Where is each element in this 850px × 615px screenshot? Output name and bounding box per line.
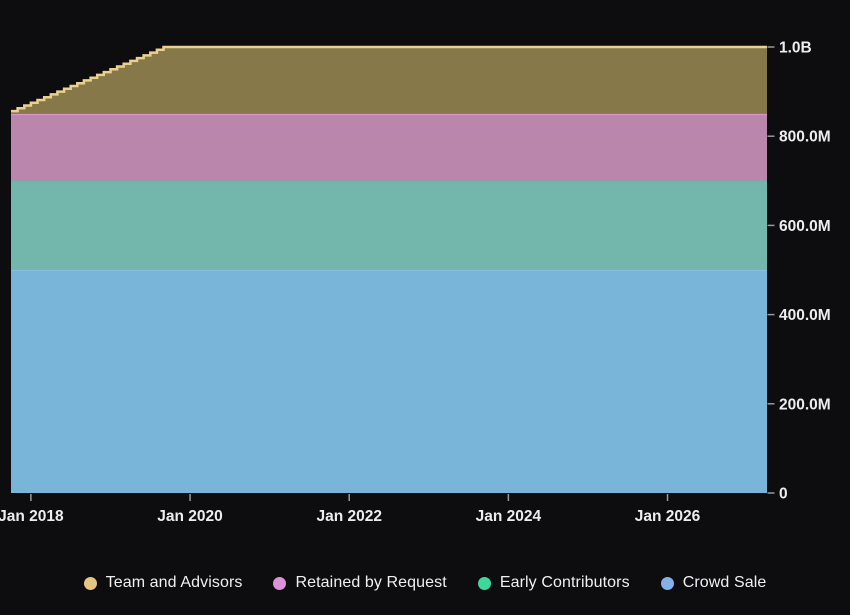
legend-label: Crowd Sale (682, 574, 767, 591)
legend-item-early-contributors[interactable]: Early Contributors (477, 574, 630, 592)
x-tick-label: Jan 2018 (0, 508, 64, 525)
y-tick-label: 600.0M (779, 218, 831, 235)
x-tick-label: Jan 2026 (635, 508, 701, 525)
area-team-and-advisors[interactable] (11, 45, 767, 114)
legend-label: Early Contributors (499, 574, 630, 591)
x-tick-label: Jan 2020 (157, 508, 223, 525)
y-axis: 0 200.0M 400.0M 600.0M 800.0M 1.0B (767, 40, 831, 503)
area-crowd-sale[interactable] (11, 269, 767, 493)
legend-marker-icon (477, 576, 491, 590)
legend-item-crowd-sale[interactable]: Crowd Sale (660, 574, 767, 592)
area-early-contributors[interactable] (11, 179, 767, 270)
y-tick-label: 0 (779, 486, 788, 503)
chart-legend: Team and Advisors Retained by Request Earl… (0, 569, 850, 597)
y-tick-label: 800.0M (779, 129, 831, 146)
y-tick-label: 400.0M (779, 307, 831, 324)
area-retained-by-request[interactable] (11, 112, 767, 181)
x-tick-label: Jan 2024 (476, 508, 542, 525)
legend-item-team-and-advisors[interactable]: Team and Advisors (83, 574, 243, 592)
legend-item-retained-by-request[interactable]: Retained by Request (273, 574, 447, 592)
y-tick-label: 1.0B (779, 40, 812, 57)
legend-marker-icon (273, 576, 287, 590)
legend-label: Retained by Request (295, 574, 447, 591)
x-axis: Jan 2018 Jan 2020 Jan 2022 Jan 2024 Jan 2026 (0, 494, 701, 525)
legend-label: Team and Advisors (105, 574, 243, 591)
legend-marker-icon (660, 576, 674, 590)
legend-marker-icon (83, 576, 97, 590)
y-tick-label: 200.0M (779, 396, 831, 413)
x-tick-label: Jan 2022 (316, 508, 382, 525)
